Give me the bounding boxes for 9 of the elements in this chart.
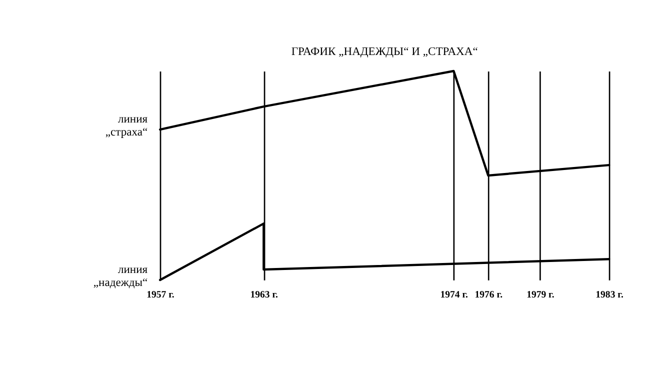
x-tick-label: 1983 г.: [596, 289, 624, 300]
x-tick-label: 1963 г.: [250, 289, 279, 300]
series-label: линия „страха“: [105, 113, 148, 139]
series-label: линия „надежды“: [93, 264, 148, 290]
x-tick-label: 1974 г.: [440, 289, 469, 300]
x-tick-label: 1979 г.: [526, 289, 555, 300]
chart-title: ГРАФИК „НАДЕЖДЫ“ И „СТРАХА“: [291, 46, 478, 58]
x-tick-label: 1976 г.: [474, 289, 504, 300]
x-tick-label: 1957 г.: [146, 289, 175, 300]
